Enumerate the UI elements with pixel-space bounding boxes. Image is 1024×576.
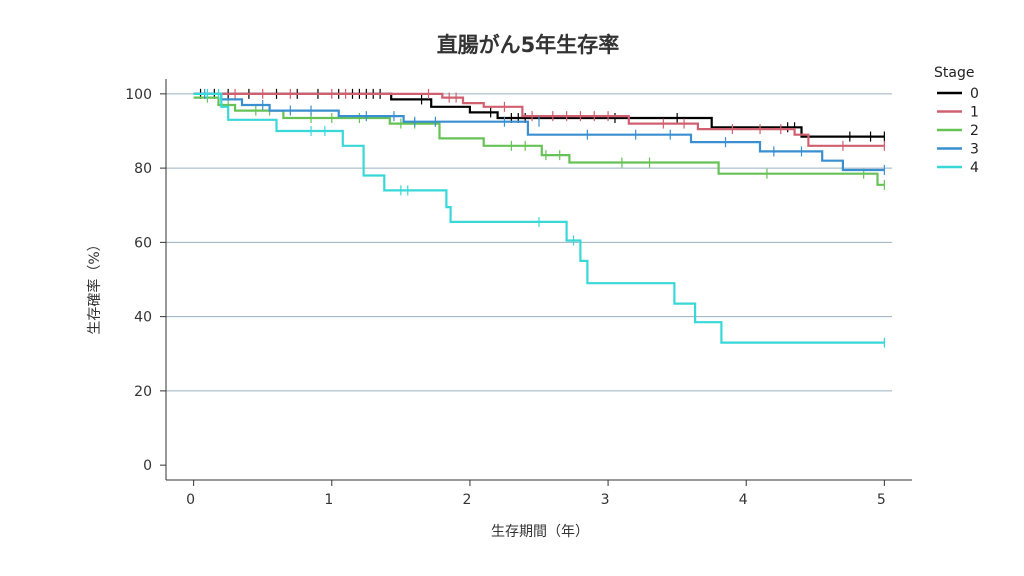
legend-label-stage-3: 3 <box>970 142 979 158</box>
gridlines <box>166 93 892 392</box>
series-stage-1 <box>193 88 885 151</box>
x-tick-label: 1 <box>324 492 333 508</box>
y-tick-label: 40 <box>134 310 152 326</box>
y-tick-label: 100 <box>125 87 152 103</box>
survival-curve-stage-1 <box>193 92 885 147</box>
y-tick-label: 80 <box>134 161 152 177</box>
y-axis-label: 生存確率（%） <box>86 237 103 334</box>
legend-label-stage-1: 1 <box>970 105 979 121</box>
legend-label-stage-0: 0 <box>970 86 979 102</box>
legend-label-stage-4: 4 <box>970 160 979 176</box>
x-tick-label: 2 <box>462 492 471 508</box>
survival-curve-stage-0 <box>193 92 885 138</box>
axes: 0 20 40 60 80 100 0 1 2 3 4 5 <box>125 79 912 508</box>
chart-title: 直腸がん5年生存率 <box>437 33 620 57</box>
x-tick-label: 5 <box>877 492 886 508</box>
series-group <box>193 88 885 348</box>
y-tick-label: 60 <box>134 235 152 251</box>
series-stage-3 <box>193 88 885 175</box>
survival-curve-stage-2 <box>193 96 885 186</box>
legend: Stage 0 1 2 3 4 <box>934 65 979 176</box>
series-stage-2 <box>193 92 885 190</box>
x-tick-label: 3 <box>601 492 610 508</box>
y-tick-label: 0 <box>143 458 152 474</box>
y-tick-label: 20 <box>134 384 152 400</box>
series-stage-4 <box>193 88 885 348</box>
survival-curve-stage-3 <box>193 92 885 172</box>
x-tick-label: 4 <box>739 492 748 508</box>
survival-curve-stage-4 <box>193 92 885 344</box>
legend-label-stage-2: 2 <box>970 123 979 139</box>
legend-title: Stage <box>934 65 974 81</box>
x-axis-label: 生存期間（年） <box>491 524 589 540</box>
x-tick-label: 0 <box>186 492 195 508</box>
